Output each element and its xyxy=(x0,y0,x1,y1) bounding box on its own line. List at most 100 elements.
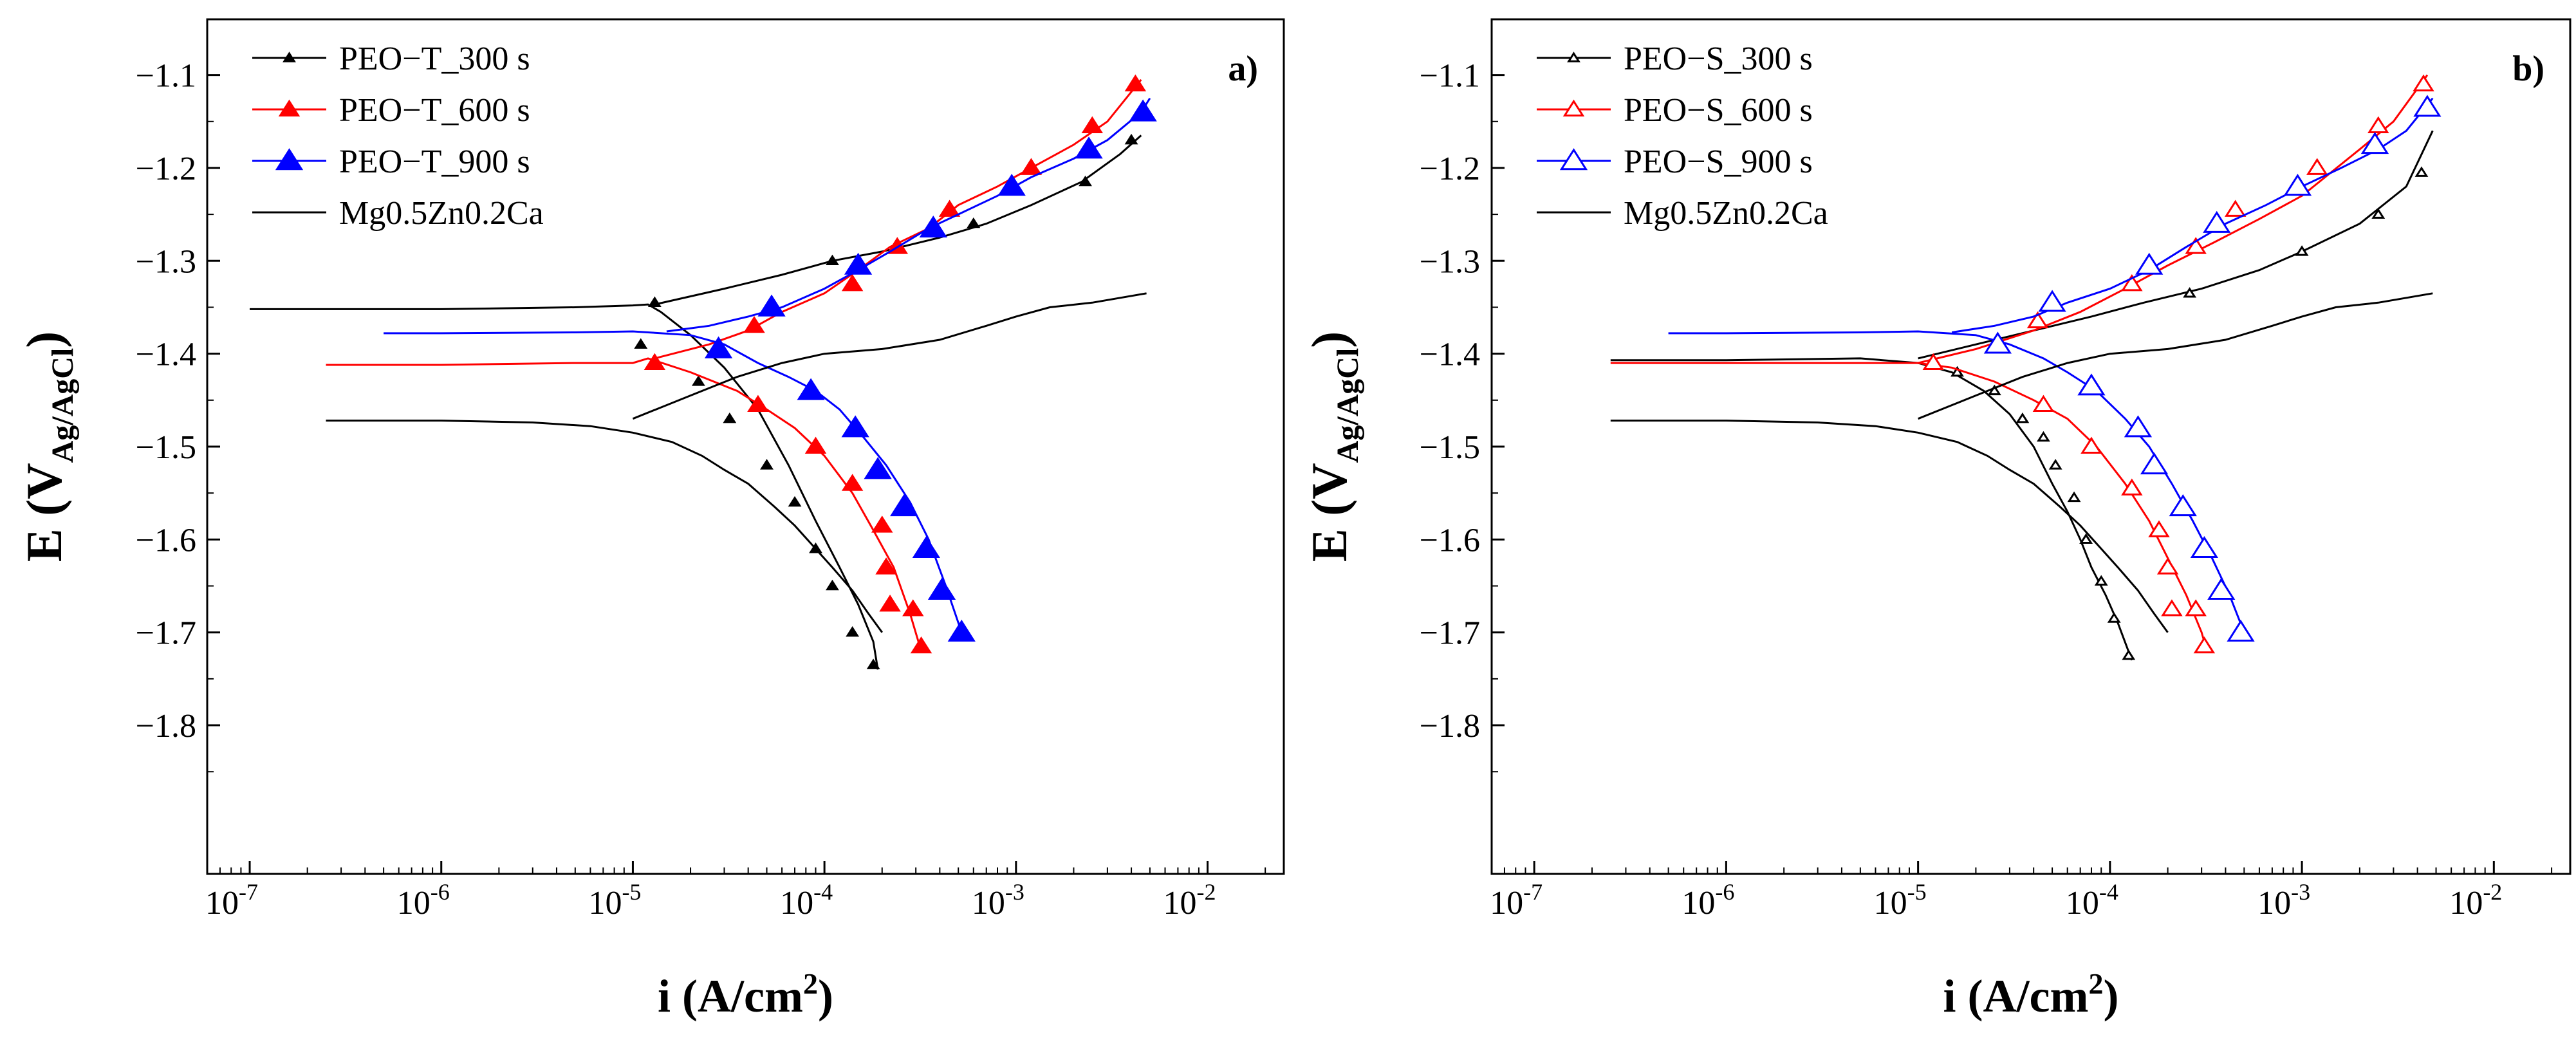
y-tick-label: −1.3 xyxy=(136,243,196,280)
x-tick-label: 10-3 xyxy=(972,879,1024,922)
series-marker xyxy=(2038,290,2066,312)
series-marker xyxy=(866,658,880,669)
legend-marker xyxy=(278,99,301,116)
series-marker xyxy=(2156,557,2179,575)
series-1 xyxy=(1610,130,2434,661)
series-line-anodic xyxy=(1918,292,2433,420)
series-marker xyxy=(997,174,1026,196)
series-marker xyxy=(841,415,869,438)
series-marker xyxy=(846,625,860,637)
series-marker xyxy=(2148,520,2170,537)
y-tick-label: −1.4 xyxy=(136,337,196,373)
series-marker xyxy=(747,394,769,412)
series-marker xyxy=(2368,116,2389,133)
y-tick-label: −1.1 xyxy=(1420,58,1480,95)
series-marker xyxy=(2185,599,2207,616)
series-marker xyxy=(644,353,666,371)
series-marker xyxy=(2306,158,2328,175)
series-marker xyxy=(634,338,648,349)
series-marker xyxy=(890,494,918,517)
x-tick-label: 10-5 xyxy=(1874,879,1927,922)
series-marker xyxy=(919,215,947,238)
y-tick-label: −1.7 xyxy=(136,615,196,652)
x-tick-label: 10-2 xyxy=(2449,879,2502,922)
series-marker xyxy=(2413,95,2442,117)
series-marker xyxy=(797,378,825,400)
series-marker xyxy=(864,457,892,479)
series-marker xyxy=(2015,412,2030,423)
series-marker xyxy=(2193,636,2216,654)
series-marker xyxy=(2414,166,2429,177)
series-line-cathodic xyxy=(326,420,884,633)
y-tick-label: −1.3 xyxy=(1420,243,1480,280)
y-tick-label: −1.8 xyxy=(1420,708,1480,745)
series-marker xyxy=(1124,133,1138,145)
series-marker xyxy=(879,594,901,612)
x-tick-label: 10-4 xyxy=(780,879,833,922)
series-marker xyxy=(1922,353,1944,371)
y-tick-label: −1.4 xyxy=(1420,337,1480,373)
chart-panel-2: 10-7 10-6 10-5 10-4 10-3 10-2 −1.1 −1.2 −1.3 −1.4… xyxy=(1301,18,2571,1022)
legend-label: Mg0.5Zn0.2Ca xyxy=(339,195,544,232)
y-axis-label: E (VAg/AgCl) xyxy=(1301,331,1365,562)
legend-label: PEO−T_900 s xyxy=(339,144,530,180)
series-marker xyxy=(2161,599,2183,616)
series-marker xyxy=(841,474,864,491)
legend-label: PEO−T_300 s xyxy=(339,41,530,77)
y-tick-label: −1.7 xyxy=(1420,615,1480,652)
series-2 xyxy=(326,74,1147,654)
series-line-anodic xyxy=(1918,130,2434,360)
x-tick-label: 10-5 xyxy=(588,879,641,922)
series-marker xyxy=(947,619,976,642)
series-marker xyxy=(2032,394,2055,412)
series-marker xyxy=(1987,384,2001,396)
series-3 xyxy=(1668,95,2442,642)
legend-label: PEO−S_300 s xyxy=(1624,41,1813,77)
series-line-anodic xyxy=(654,134,1142,306)
x-tick-label: 10-7 xyxy=(205,879,258,922)
series-marker xyxy=(2413,74,2434,91)
series-line-anodic xyxy=(654,79,1142,360)
legend-label: Mg0.5Zn0.2Ca xyxy=(1624,195,1828,232)
series-marker xyxy=(2121,273,2143,292)
legend: PEO−T_300 s PEO−T_600 s PEO−T_900 s Mg0.5Zn… xyxy=(252,41,544,232)
series-marker xyxy=(691,375,705,386)
legend-label: PEO−S_600 s xyxy=(1624,92,1813,129)
legend-marker xyxy=(1562,99,1585,116)
series-marker xyxy=(1081,116,1104,133)
series-marker xyxy=(1075,136,1103,159)
series-marker xyxy=(1983,331,2012,354)
legend-marker xyxy=(283,51,296,62)
y-tick-label: −1.2 xyxy=(136,151,196,187)
series-marker xyxy=(2026,311,2049,329)
series-line-cathodic xyxy=(384,330,963,633)
y-tick-label: −1.5 xyxy=(1420,429,1480,466)
plot-area xyxy=(250,74,1157,670)
x-axis-label: i (A/cm2) xyxy=(658,967,833,1022)
series-line-anodic xyxy=(632,292,1147,420)
series-marker xyxy=(2190,535,2219,559)
panel-label: a) xyxy=(1228,49,1258,89)
legend-marker xyxy=(275,148,304,171)
y-tick-label: −1.1 xyxy=(136,58,196,95)
y-tick-label: −1.8 xyxy=(136,708,196,745)
series-marker xyxy=(2048,459,2062,470)
legend-marker xyxy=(1567,51,1580,62)
series-marker xyxy=(1124,74,1147,91)
series-marker xyxy=(647,296,662,307)
series-2 xyxy=(1610,74,2434,654)
x-tick-label: 10-3 xyxy=(2257,879,2310,922)
series-marker xyxy=(2077,373,2106,396)
series-marker xyxy=(902,599,924,616)
series-marker xyxy=(2283,174,2312,196)
series-marker xyxy=(871,515,893,533)
series-marker xyxy=(912,535,940,559)
series-marker xyxy=(2107,612,2121,623)
x-axis-label: i (A/cm2) xyxy=(1943,967,2119,1022)
series-marker xyxy=(2371,208,2386,219)
series-marker xyxy=(2124,415,2153,438)
series-line-cathodic xyxy=(1610,420,2169,633)
series-marker xyxy=(2067,491,2081,503)
series-marker xyxy=(723,412,737,423)
